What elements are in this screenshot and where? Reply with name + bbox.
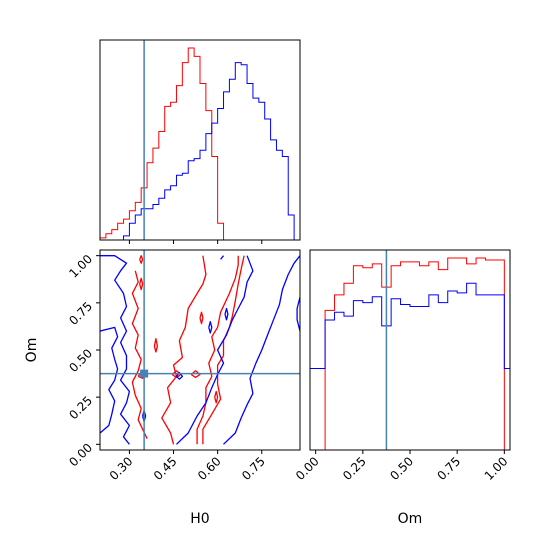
om-hist-xtick-label: 0.50 xyxy=(387,454,416,483)
red-contour-line xyxy=(196,255,239,445)
h0-marginal-histogram xyxy=(99,39,301,244)
red-contour-line xyxy=(153,338,159,353)
blue-contour-line xyxy=(224,307,229,321)
joint-frame xyxy=(99,249,301,451)
h0-om-joint-contour-panel: 0.30 0.45 0.60 0.75 0.00 0.25 0.50 0.75 1.00 xyxy=(66,249,301,483)
red-contour-line xyxy=(199,311,204,325)
om-hist-xtick-label: 0.00 xyxy=(293,454,322,483)
joint-xtick-label: 0.75 xyxy=(239,454,268,483)
red-contour-line xyxy=(139,277,144,291)
om-hist-blue-histogram-step xyxy=(309,282,511,450)
blue-contour-line xyxy=(223,255,300,445)
blue-contour-line xyxy=(176,255,254,445)
joint-xtick-label: 0.60 xyxy=(195,454,224,483)
blue-contour-line xyxy=(208,321,213,334)
joint-xtick-label: 0.45 xyxy=(151,454,180,483)
h0-hist-red-histogram-step xyxy=(99,47,300,241)
red-contour-line xyxy=(202,255,245,445)
om-marginal-histogram: 0.00 0.25 0.50 0.75 1.00 xyxy=(293,249,511,483)
joint-truth-marker xyxy=(140,369,149,378)
x-axis-label-h0: H0 xyxy=(190,511,209,527)
y-axis-label-om: Om xyxy=(24,338,40,363)
red-contour-line xyxy=(190,370,201,379)
h0-hist-blue-histogram-step xyxy=(100,62,300,241)
blue-contour-line xyxy=(220,255,225,260)
joint-xtick-label: 0.30 xyxy=(107,454,136,483)
red-contour-line xyxy=(214,390,219,404)
blue-contour-line xyxy=(100,326,119,434)
joint-ytick-label: 0.75 xyxy=(66,299,95,328)
om-hist-xtick-label: 0.75 xyxy=(434,454,463,483)
joint-ytick-label: 0.25 xyxy=(66,393,95,422)
blue-contour-line xyxy=(100,255,131,445)
joint-contours xyxy=(100,255,300,445)
red-contour-line xyxy=(161,255,207,445)
red-contour-line xyxy=(131,270,148,439)
red-contour-line xyxy=(139,255,144,264)
x-axis-label-om: Om xyxy=(398,511,423,527)
joint-ytick-label: 1.00 xyxy=(66,252,95,281)
joint-ytick-label: 0.50 xyxy=(66,346,95,375)
om-hist-xtick-label: 1.00 xyxy=(482,454,511,483)
om-hist-red-histogram-step xyxy=(310,257,510,451)
h0-hist-frame xyxy=(99,39,301,241)
blue-contour-line xyxy=(296,297,300,332)
om-hist-frame xyxy=(309,249,511,451)
om-hist-xtick-label: 0.25 xyxy=(340,454,369,483)
joint-ytick-label: 0.00 xyxy=(66,441,95,470)
